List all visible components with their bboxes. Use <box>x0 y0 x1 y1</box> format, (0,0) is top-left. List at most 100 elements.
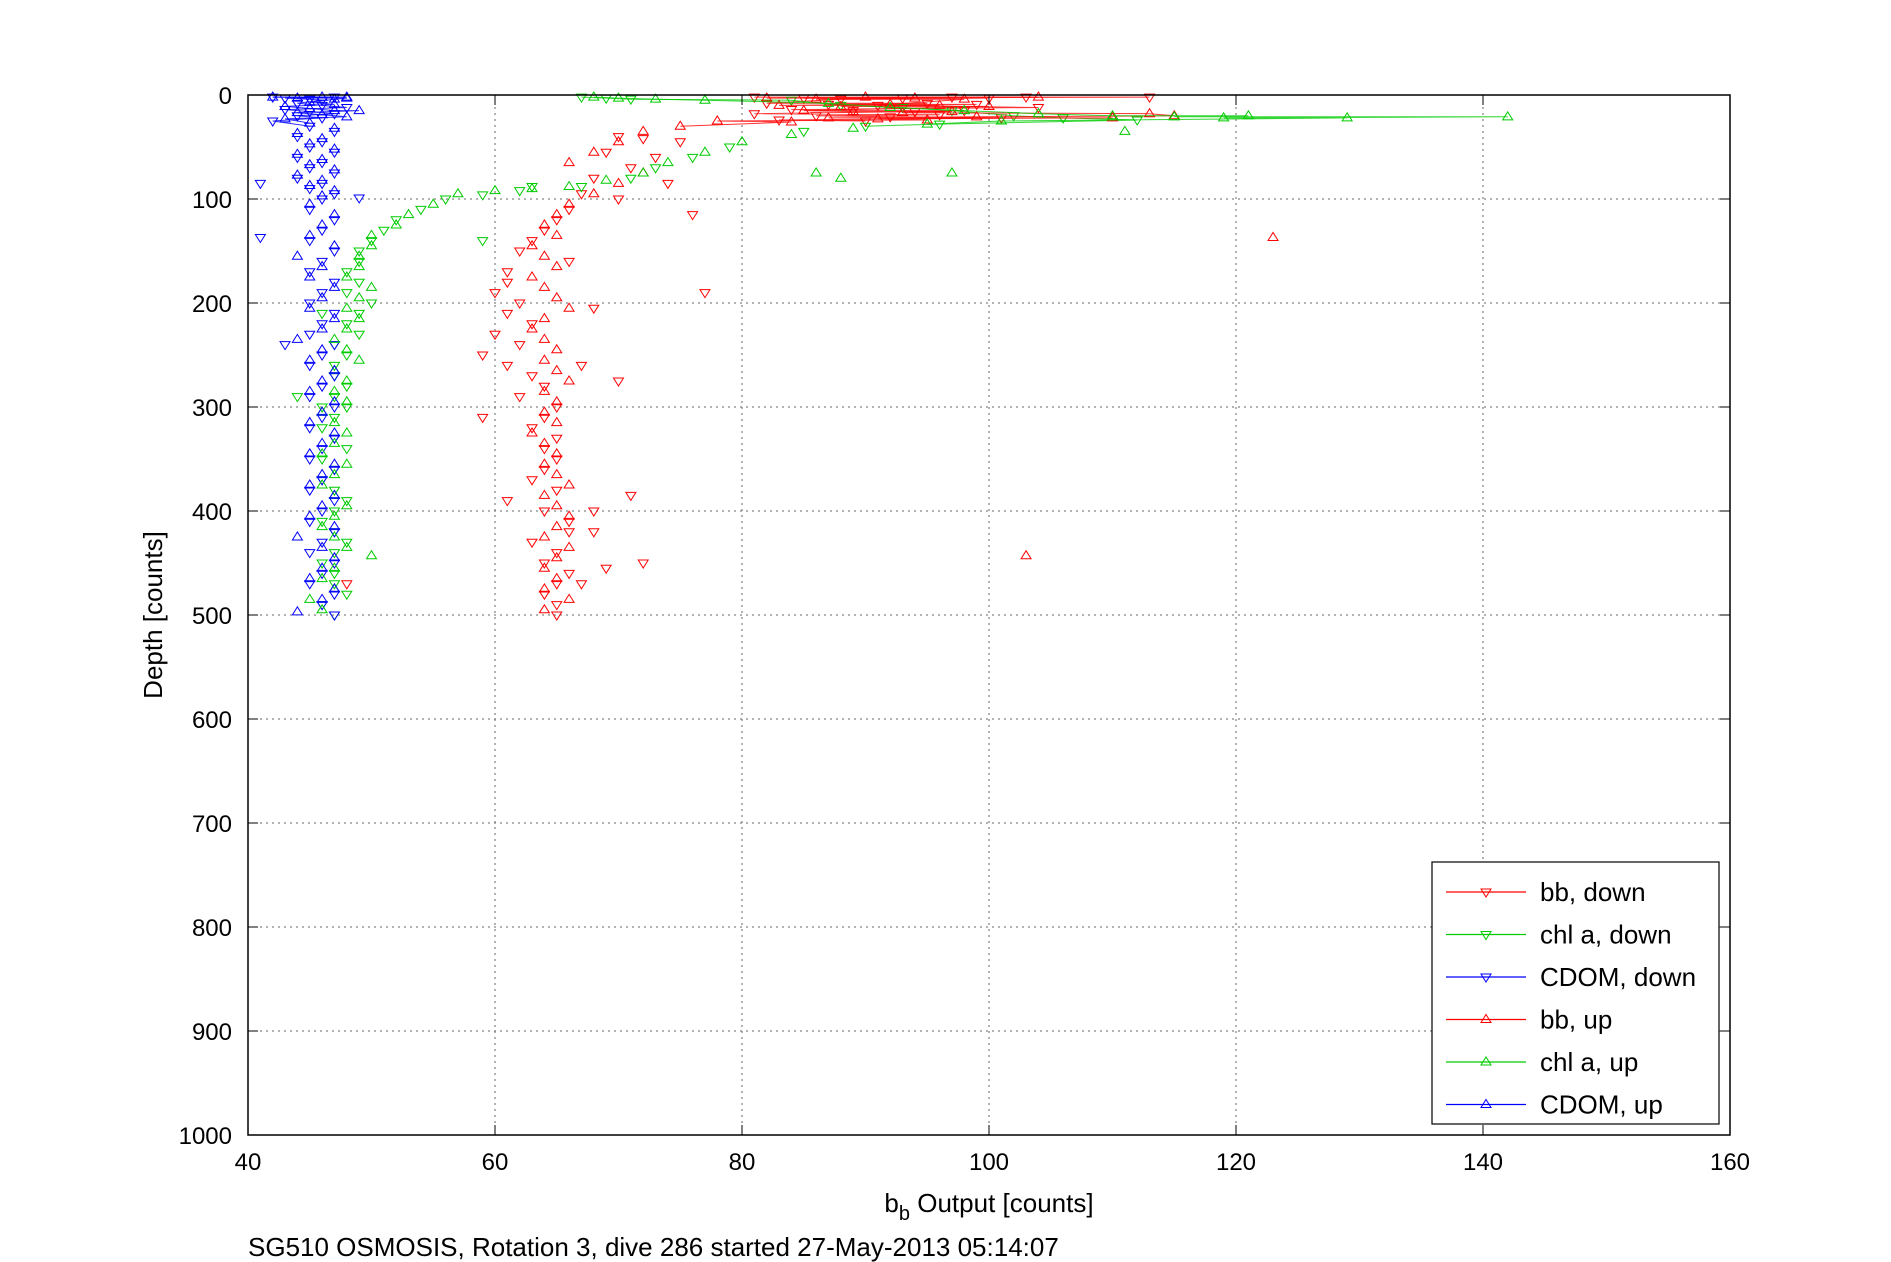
legend-entry: bb, down <box>1446 877 1646 907</box>
data-point <box>538 250 551 260</box>
data-point <box>538 531 551 541</box>
data-point <box>538 312 551 323</box>
data-point <box>550 416 563 427</box>
legend-label: bb, up <box>1540 1005 1612 1035</box>
legend-entry: CDOM, down <box>1446 962 1696 992</box>
data-point <box>822 111 835 122</box>
data-point <box>303 354 316 364</box>
data-point <box>353 330 366 341</box>
data-point <box>353 257 366 268</box>
data-point <box>340 289 353 299</box>
legend-label: chl a, up <box>1540 1047 1638 1077</box>
data-point <box>303 593 316 603</box>
legend-label: CDOM, up <box>1540 1090 1663 1120</box>
data-point <box>316 572 329 583</box>
data-point <box>587 146 600 156</box>
data-point <box>291 174 304 185</box>
data-point <box>291 148 304 158</box>
data-point <box>328 562 341 572</box>
grid <box>248 95 1730 1135</box>
data-point <box>328 583 341 593</box>
data-point <box>328 489 341 499</box>
data-point <box>328 393 341 403</box>
data-point <box>303 486 316 497</box>
data-point <box>291 106 304 117</box>
data-point <box>439 195 452 205</box>
data-point <box>538 590 551 601</box>
data-point <box>353 278 366 289</box>
data-point <box>340 497 353 507</box>
data-point <box>1242 109 1255 120</box>
data-point <box>538 507 551 517</box>
data-point <box>340 271 353 281</box>
axis-ticks: 40 60 80 100 120 140 160 0 100 200 300 400 500 600 700… <box>179 83 1750 1176</box>
data-point <box>921 114 934 124</box>
data-point <box>575 361 588 372</box>
data-point <box>328 148 341 159</box>
data-point <box>748 93 761 104</box>
data-point <box>340 302 353 312</box>
data-point <box>513 247 526 257</box>
data-point <box>970 100 983 111</box>
data-point <box>328 364 341 375</box>
x-tick-label: 160 <box>1710 1149 1750 1176</box>
data-point <box>513 299 526 309</box>
data-point <box>661 179 674 190</box>
legend-entry: CDOM, up <box>1446 1090 1663 1120</box>
data-point <box>316 108 329 119</box>
data-point <box>933 120 946 131</box>
legend-label: chl a, down <box>1540 920 1672 950</box>
data-point <box>649 164 662 174</box>
data-point <box>303 137 316 148</box>
data-point <box>699 94 711 104</box>
legend: bb, down chl a, down CDOM, down bb, up chl a… <box>1431 861 1720 1125</box>
data-point <box>316 91 329 101</box>
data-point <box>674 138 687 148</box>
data-point <box>328 361 341 372</box>
data-point <box>340 538 353 549</box>
data-point <box>328 309 341 320</box>
data-point <box>303 179 316 189</box>
data-point <box>550 601 563 611</box>
data-point <box>884 101 897 111</box>
data-point <box>563 205 576 216</box>
data-point <box>563 180 576 191</box>
data-point <box>785 96 798 107</box>
data-point <box>550 364 563 375</box>
data-point <box>316 309 329 320</box>
data-point <box>328 486 341 497</box>
data-point <box>328 122 341 132</box>
data-point <box>353 247 366 257</box>
data-point <box>538 219 551 229</box>
data-point <box>1106 109 1119 120</box>
data-point <box>340 382 353 393</box>
data-point <box>316 468 329 479</box>
data-point <box>365 281 378 291</box>
data-point <box>513 341 526 351</box>
data-point <box>452 187 464 198</box>
data-point <box>328 341 341 351</box>
data-point <box>303 117 316 127</box>
data-point <box>328 528 341 538</box>
data-point <box>340 541 353 551</box>
data-point <box>353 194 366 204</box>
data-point <box>316 320 329 330</box>
data-point <box>279 341 291 351</box>
x-tick-label: 80 <box>729 1149 756 1176</box>
data-point <box>316 403 329 413</box>
data-point <box>303 572 316 583</box>
data-point <box>550 291 563 302</box>
data-point <box>328 520 341 531</box>
legend-swatch-marker <box>1480 888 1492 898</box>
data-point <box>513 187 526 197</box>
data-point <box>970 110 983 121</box>
data-point <box>291 250 304 260</box>
data-point <box>501 361 514 372</box>
data-point <box>526 320 538 330</box>
series-2 <box>254 93 366 621</box>
data-point <box>563 517 576 528</box>
data-point <box>328 169 341 179</box>
series-connector-line <box>272 96 347 127</box>
data-point <box>303 237 316 247</box>
